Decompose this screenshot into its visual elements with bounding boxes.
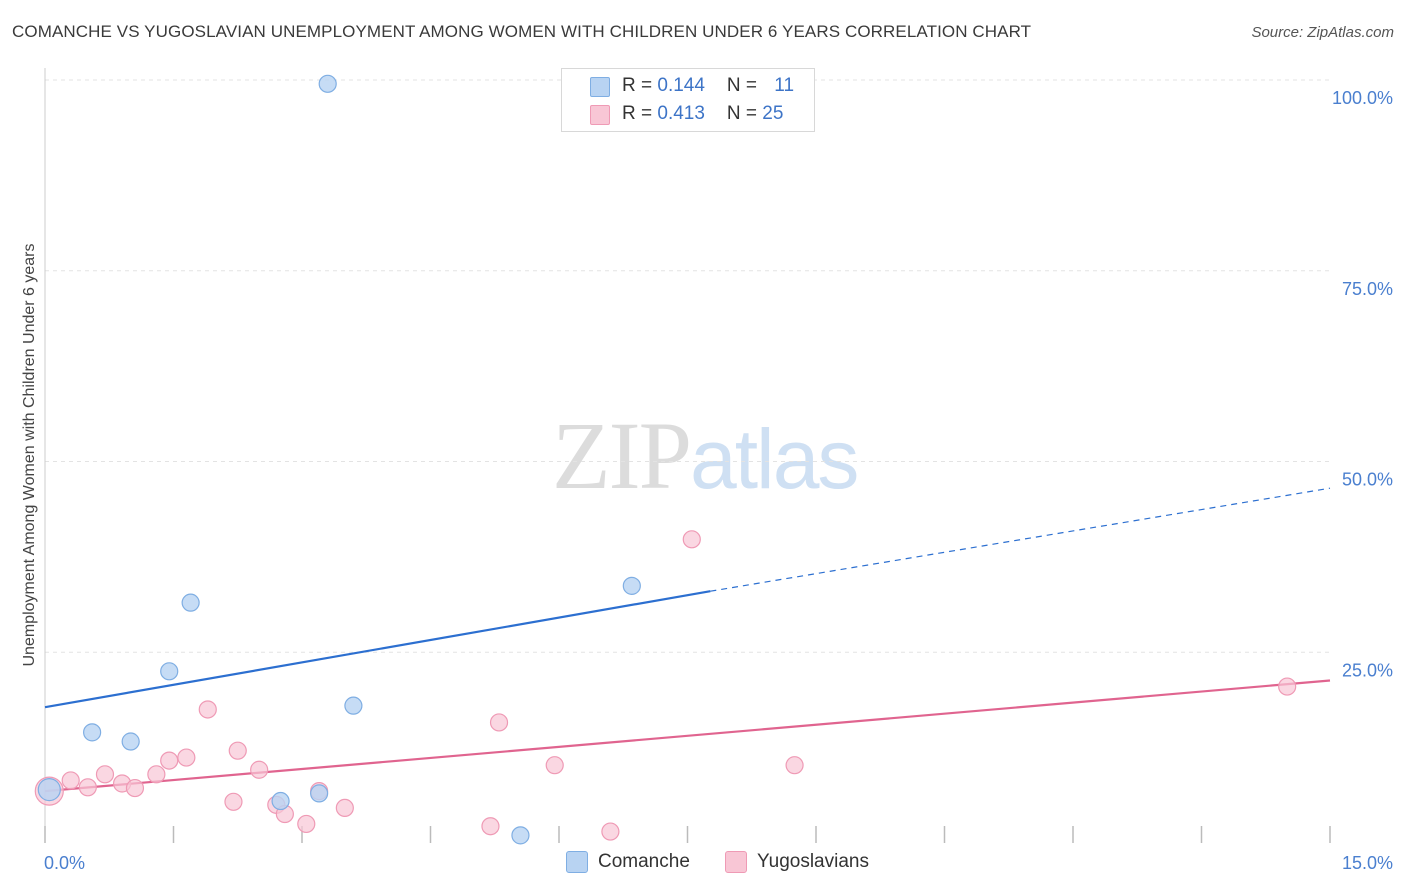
point-yugoslavians-9 (198, 700, 217, 719)
point-yugoslavians-18 (481, 817, 500, 836)
point-yugoslavians-11 (228, 741, 247, 760)
x-tick-label-max: 15.0% (1342, 853, 1393, 873)
point-yugoslavians-6 (147, 765, 166, 784)
legend-r-value-yugoslavians: 0.413 (657, 103, 705, 124)
legend-swatch-comanche (590, 77, 610, 97)
trend-line-comanche-dashed (710, 487, 1331, 592)
point-yugoslavians-17 (335, 798, 354, 818)
point-yugoslavians-15 (297, 814, 316, 834)
point-yugoslavians-20 (545, 756, 564, 775)
bottom-legend-swatch-comanche (566, 851, 588, 873)
legend-n-label-yugoslavians: N = (726, 103, 763, 124)
point-yugoslavians-22 (682, 530, 701, 549)
legend-n-value-yugoslavians: 25 (762, 103, 784, 124)
axis-labels: 25.0% 50.0% 75.0% 100.0% 0.0% 15.0% Unemployme… (21, 88, 1393, 873)
point-yugoslavians-2 (78, 778, 97, 797)
legend-r-label-yugoslavians: R = (622, 103, 658, 124)
data-points (34, 74, 1297, 845)
watermark-atlas: atlas (690, 412, 859, 506)
legend-row-yugoslavians: R = 0.413 N = 25 (622, 100, 783, 128)
point-yugoslavians-7 (160, 751, 179, 770)
bottom-legend-label-comanche: Comanche (598, 851, 690, 872)
chart-title: COMANCHE VS YUGOSLAVIAN UNEMPLOYMENT AMO… (12, 22, 1032, 41)
point-comanche-0 (37, 777, 61, 802)
legend-row-comanche: R = 0.144 N = 11 (622, 72, 794, 100)
legend-r-label-comanche: R = (622, 75, 658, 96)
point-yugoslavians-8 (177, 748, 196, 767)
bottom-legend-swatch-yugoslavians (725, 851, 747, 873)
y-axis-label: Unemployment Among Women with Children U… (21, 243, 38, 666)
y-tick-label-25: 25.0% (1342, 660, 1393, 680)
x-tick-label-min: 0.0% (44, 853, 85, 873)
trend-line-comanche-solid (44, 590, 711, 709)
point-yugoslavians-5 (125, 778, 145, 798)
point-yugoslavians-24 (1278, 677, 1297, 696)
point-comanche-1 (83, 723, 102, 742)
trend-line-yugoslavians (44, 679, 1331, 793)
grid-lines (45, 79, 1330, 653)
point-yugoslavians-10 (224, 792, 243, 811)
point-comanche-2 (121, 732, 140, 751)
watermark-zip: ZIP (552, 402, 692, 509)
point-yugoslavians-19 (489, 713, 509, 732)
legend-n-value-comanche: 11 (774, 75, 795, 96)
point-comanche-5 (271, 791, 290, 811)
point-yugoslavians-23 (785, 756, 804, 775)
y-tick-label-100: 100.0% (1332, 88, 1393, 108)
bottom-legend-label-yugoslavians: Yugoslavians (757, 851, 869, 872)
axes (44, 68, 1331, 843)
point-yugoslavians-1 (61, 771, 80, 790)
point-comanche-9 (511, 826, 530, 845)
point-comanche-6 (310, 784, 329, 803)
point-yugoslavians-21 (601, 822, 620, 841)
legend-r-value-comanche: 0.144 (657, 75, 705, 96)
y-tick-label-50: 50.0% (1342, 470, 1393, 490)
y-tick-label-75: 75.0% (1342, 279, 1393, 299)
point-comanche-8 (318, 74, 337, 93)
watermark: ZIPatlas (552, 400, 859, 511)
source-label: Source: ZipAtlas.com (1251, 24, 1394, 41)
bottom-legend-yugoslavians: Yugoslavians (725, 851, 869, 873)
correlation-legend: R = 0.144 N = 11 R = 0.413 N = 25 (561, 68, 815, 132)
point-comanche-3 (160, 662, 179, 681)
point-yugoslavians-12 (250, 760, 269, 779)
point-yugoslavians-3 (95, 765, 115, 784)
legend-swatch-yugoslavians (590, 105, 610, 125)
point-comanche-7 (344, 696, 363, 715)
bottom-legend-comanche: Comanche (566, 851, 690, 873)
point-comanche-10 (622, 576, 641, 595)
legend-n-label-comanche: N = (726, 75, 763, 96)
point-comanche-4 (181, 593, 200, 612)
